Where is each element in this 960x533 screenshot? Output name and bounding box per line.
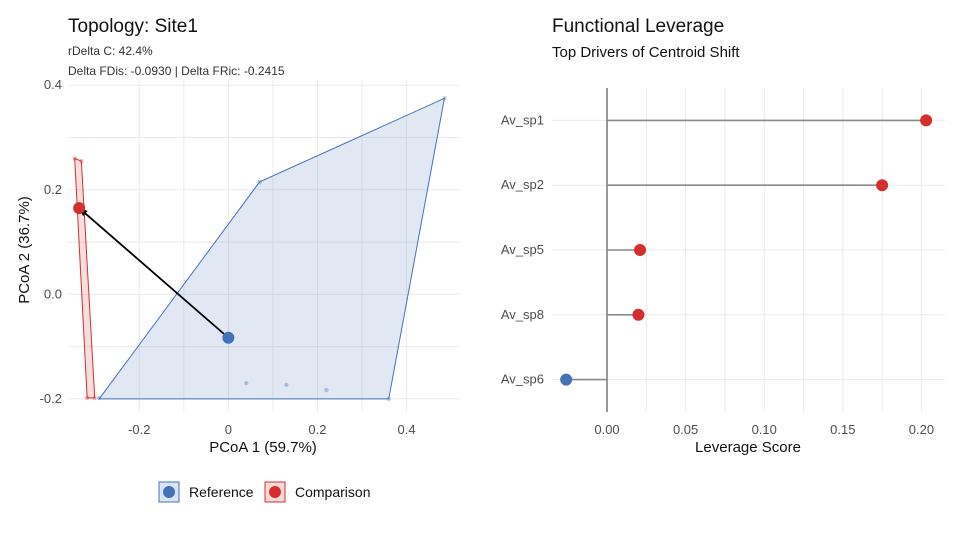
leverage-point (634, 244, 647, 256)
legend: Reference Comparison (158, 481, 370, 503)
topology-x-tick-label: 0 (225, 422, 232, 437)
reference-point (96, 395, 102, 401)
leverage-marks (560, 88, 933, 412)
topology-panel: Topology: Site1 rDelta C: 42.4% Delta FD… (16, 16, 460, 503)
leverage-point (560, 373, 573, 386)
topology-title: Topology: Site1 (68, 16, 198, 37)
topology-subtitle-1: rDelta C: 42.4% (68, 44, 153, 58)
topology-y-tick-label: 0.4 (44, 77, 62, 92)
leverage-subtitle: Top Drivers of Centroid Shift (552, 44, 740, 61)
topology-marks (72, 96, 447, 402)
topology-subtitle-2: Delta FDis: -0.0930 | Delta FRic: -0.241… (68, 64, 285, 78)
comparison-centroid (73, 202, 86, 215)
leverage-x-tick-label: 0.15 (830, 422, 855, 437)
leverage-x-tick-label: 0.05 (673, 422, 698, 437)
comparison-point (79, 158, 84, 164)
reference-point (284, 382, 289, 388)
leverage-category-label: Av_sp6 (501, 372, 544, 387)
comparison-point (92, 395, 97, 401)
topology-ticks: -0.2 0 0.2 0.4 -0.2 0.0 0.2 0.4 (40, 77, 416, 437)
leverage-title: Functional Leverage (552, 16, 724, 37)
legend-label-reference: Reference (189, 484, 254, 500)
reference-point (442, 96, 447, 101)
topology-y-tick-label: -0.2 (40, 391, 62, 406)
topology-y-tick-label: 0.0 (44, 286, 62, 301)
centroid-shift-arrow (78, 207, 229, 339)
leverage-point (632, 308, 645, 321)
reference-point (386, 396, 391, 402)
comparison-hull (74, 157, 96, 399)
leverage-x-tick-label: 0.20 (909, 422, 934, 437)
reference-point (257, 179, 262, 185)
leverage-x-axis-label: Leverage Score (695, 439, 801, 456)
leverage-x-tick-label: 0.00 (594, 422, 619, 437)
legend-dot-reference (163, 486, 175, 498)
legend-label-comparison: Comparison (295, 484, 370, 500)
topology-x-tick-label: 0.4 (398, 422, 416, 437)
leverage-point (920, 114, 933, 127)
leverage-x-tick-label: 0.10 (752, 422, 777, 437)
topology-x-axis-label: PCoA 1 (59.7%) (209, 439, 317, 456)
comparison-point (84, 395, 90, 401)
leverage-panel: Functional Leverage Top Drivers of Centr… (501, 16, 945, 456)
leverage-category-label: Av_sp1 (501, 112, 544, 127)
reference-point (324, 387, 329, 393)
leverage-category-label: Av_sp2 (501, 177, 544, 192)
legend-dot-comparison (269, 486, 281, 498)
topology-y-axis-label: PCoA 2 (36.7%) (16, 196, 33, 304)
topology-x-tick-label: -0.2 (128, 422, 150, 437)
comparison-point (72, 156, 77, 161)
leverage-category-label: Av_sp8 (501, 307, 544, 322)
reference-hull (98, 97, 446, 400)
reference-point (243, 381, 249, 386)
topology-x-tick-label: 0.2 (308, 422, 326, 437)
leverage-category-label: Av_sp5 (501, 242, 544, 257)
leverage-point (876, 179, 889, 192)
leverage-ticks: 0.00 0.05 0.10 0.15 0.20 Av_sp1 Av_sp2 Av_sp5 Av… (501, 112, 934, 437)
topology-y-tick-label: 0.2 (44, 182, 62, 197)
reference-centroid (222, 331, 235, 344)
